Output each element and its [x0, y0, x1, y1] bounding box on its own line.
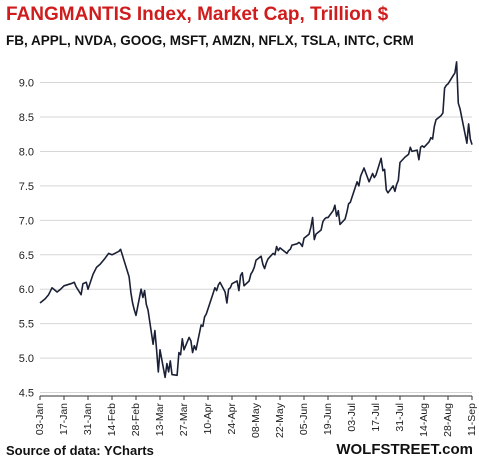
chart-subtitle: FB, APPL, NVDA, GOOG, MSFT, AMZN, NFLX, … [6, 33, 414, 48]
y-tick-label: 4.5 [19, 388, 34, 400]
x-tick-label: 10-Apr [202, 402, 214, 434]
chart-title: FANGMANTIS Index, Market Cap, Trillion $ [6, 4, 389, 25]
x-tick-label: 11-Sep [466, 403, 478, 436]
x-tick-label: 17-Jan [58, 403, 70, 435]
x-tick-label: 03-Jan [34, 403, 46, 435]
y-tick-label: 9.0 [19, 78, 34, 90]
brand-mark: WOLFSTREET.com [336, 441, 473, 458]
y-tick-label: 5.0 [19, 353, 34, 365]
x-tick-label: 14-Aug [418, 403, 430, 437]
y-tick-label: 6.0 [19, 284, 34, 296]
series-line [39, 61, 473, 379]
y-tick-label: 7.5 [19, 181, 34, 193]
x-tick-label: 31-Jan [82, 403, 94, 435]
x-tick-label: 05-Jun [298, 403, 310, 435]
y-tick-label: 6.5 [19, 250, 34, 262]
grid-lines [40, 82, 472, 394]
y-axis: 4.5 5.0 5.5 6.0 6.5 7.0 7.5 8.0 8.5 9.0 [19, 78, 34, 400]
x-tick-label: 28-Feb [130, 403, 142, 436]
y-tick-label: 8.5 [19, 112, 34, 124]
x-tick-label: 17-Jul [370, 403, 382, 432]
x-tick-label: 27-Mar [178, 403, 190, 437]
x-tick-label: 08-May [250, 402, 262, 438]
x-tick-label: 13-Mar [154, 403, 166, 437]
x-tick-label: 19-Jun [322, 403, 334, 435]
x-tick-label: 22-May [274, 402, 286, 438]
x-tick-label: 03-Jul [346, 403, 358, 432]
y-tick-label: 5.5 [19, 319, 34, 331]
y-tick-label: 7.0 [19, 215, 34, 227]
source-note: Source of data: YCharts [6, 443, 154, 458]
y-tick-label: 8.0 [19, 146, 34, 158]
series-layer [39, 61, 473, 379]
x-tick-label: 24-Apr [226, 402, 238, 434]
x-tick-label: 14-Feb [106, 403, 118, 436]
x-tick-label: 28-Aug [442, 403, 454, 437]
x-axis: 03-Jan 17-Jan 31-Jan 14-Feb 28-Feb 13-Mar 27-M… [34, 395, 478, 438]
x-tick-label: 31-Jul [394, 403, 406, 432]
